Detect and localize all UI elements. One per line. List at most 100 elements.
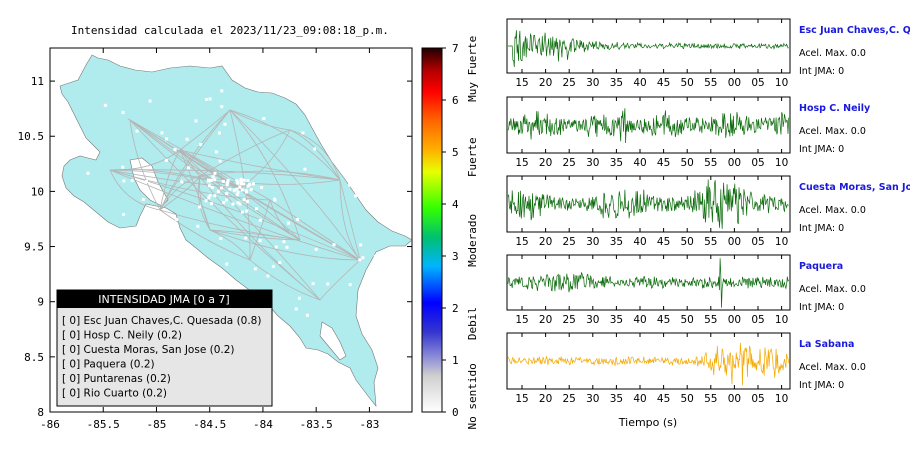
waveform-x-tick-label: 35 — [610, 314, 623, 326]
station-dot — [121, 166, 124, 169]
station-name: La Sabana — [799, 339, 854, 350]
station-dot — [240, 182, 243, 185]
waveform-x-tick-label: 30 — [586, 77, 599, 89]
station-dot — [174, 148, 177, 151]
map-x-tick-label: -86 — [40, 418, 60, 431]
waveform-x-tick-label: 45 — [657, 236, 670, 248]
waveform-x-tick-label: 10 — [775, 393, 788, 405]
station-int-jma: Int JMA: 0 — [799, 66, 844, 77]
station-dot — [122, 111, 125, 114]
station-dot — [312, 282, 315, 285]
waveform-x-tick-label: 50 — [681, 77, 694, 89]
station-dot — [235, 179, 238, 182]
waveform-x-tick-label: 00 — [728, 393, 741, 405]
station-int-jma: Int JMA: 0 — [799, 302, 844, 313]
map-y-tick-label: 9.5 — [24, 241, 44, 254]
station-dot — [354, 194, 357, 197]
station-dot — [122, 179, 125, 182]
station-dot — [225, 199, 228, 202]
station-dot — [137, 225, 140, 228]
map-x-tick-label: -83 — [359, 418, 379, 431]
waveform-x-tick-label: 40 — [633, 393, 646, 405]
waveform-x-tick-label: 30 — [586, 236, 599, 248]
station-dot — [210, 202, 213, 205]
map-x-tick-label: -85.5 — [87, 418, 120, 431]
map-y-tick-label: 10.5 — [18, 130, 45, 143]
map-x-tick-label: -85 — [147, 418, 167, 431]
station-dot — [296, 218, 299, 221]
station-dot — [225, 263, 228, 266]
intensity-legend: INTENSIDAD JMA [0 a 7] [ 0] Esc Juan Cha… — [57, 290, 272, 406]
station-dot — [254, 267, 257, 270]
station-dot — [207, 196, 210, 199]
station-dot — [220, 105, 223, 108]
station-dot — [348, 184, 351, 187]
waveform-x-tick-label: 00 — [728, 314, 741, 326]
map-title: Intensidad calculada el 2023/11/23_09:08… — [71, 24, 389, 37]
station-dot — [165, 138, 168, 141]
station-dot — [160, 131, 163, 134]
station-dot — [236, 182, 239, 185]
waveform-x-tick-label: 35 — [610, 236, 623, 248]
station-dot — [149, 100, 152, 103]
station-dot — [213, 194, 216, 197]
waveform-x-tick-label: 00 — [728, 157, 741, 169]
waveform-x-tick-label: 30 — [586, 393, 599, 405]
station-dot — [238, 186, 241, 189]
map-y-tick-label: 9 — [37, 296, 44, 309]
colorbar-gradient — [422, 48, 442, 412]
station-dot — [362, 163, 365, 166]
waveform-x-tick-label: 30 — [586, 314, 599, 326]
waveform-x-tick-label: 45 — [657, 393, 670, 405]
station-dot — [219, 160, 222, 163]
station-dot — [326, 283, 329, 286]
waveform-x-tick-label: 40 — [633, 157, 646, 169]
station-dot — [272, 265, 275, 268]
waveform-x-tick-label: 00 — [728, 236, 741, 248]
waveform-x-tick-label: 35 — [610, 77, 623, 89]
station-dot — [104, 104, 107, 107]
station-dot — [260, 186, 263, 189]
station-dot — [244, 236, 247, 239]
station-int-jma: Int JMA: 0 — [799, 223, 844, 234]
station-acel-max: Acel. Max. 0.0 — [799, 362, 866, 373]
colorbar-tick-label: 2 — [452, 302, 459, 315]
colorbar-tick-label: 3 — [452, 250, 459, 263]
station-dot — [233, 189, 236, 192]
station-dot — [225, 192, 228, 195]
station-dot — [231, 203, 234, 206]
station-dot — [273, 198, 276, 201]
station-dot — [136, 130, 139, 133]
station-dot — [228, 188, 231, 191]
station-dot — [375, 191, 378, 194]
legend-item: [ 0] Cuesta Moras, San Jose (0.2) — [62, 344, 235, 356]
waveform-x-tick-label: 40 — [633, 314, 646, 326]
station-dot — [255, 207, 258, 210]
station-dot — [208, 184, 211, 187]
colorbar-tick-label: 7 — [452, 42, 459, 55]
waveform-x-tick-label: 10 — [775, 157, 788, 169]
station-dot — [222, 180, 225, 183]
station-name: Cuesta Moras, San Jose — [799, 182, 910, 193]
station-dot — [243, 179, 246, 182]
waveform-x-tick-label: 20 — [539, 157, 552, 169]
station-dot — [364, 195, 367, 198]
station-dot — [259, 239, 262, 242]
waveform-x-tick-label: 25 — [563, 77, 576, 89]
station-dot — [213, 172, 216, 175]
waveform-x-tick-label: 05 — [751, 157, 764, 169]
station-dot — [236, 193, 239, 196]
legend-item: [ 0] Esc Juan Chaves,C. Quesada (0.8) — [62, 315, 261, 327]
waveform-x-tick-label: 10 — [775, 236, 788, 248]
station-dot — [69, 154, 72, 157]
waveform-x-tick-label: 10 — [775, 77, 788, 89]
colorbar-category-label: No sentido — [466, 363, 479, 429]
waveform-x-tick-label: 15 — [515, 393, 528, 405]
station-dot — [205, 199, 208, 202]
waveform-x-tick-label: 20 — [539, 236, 552, 248]
station-dot — [322, 141, 325, 144]
